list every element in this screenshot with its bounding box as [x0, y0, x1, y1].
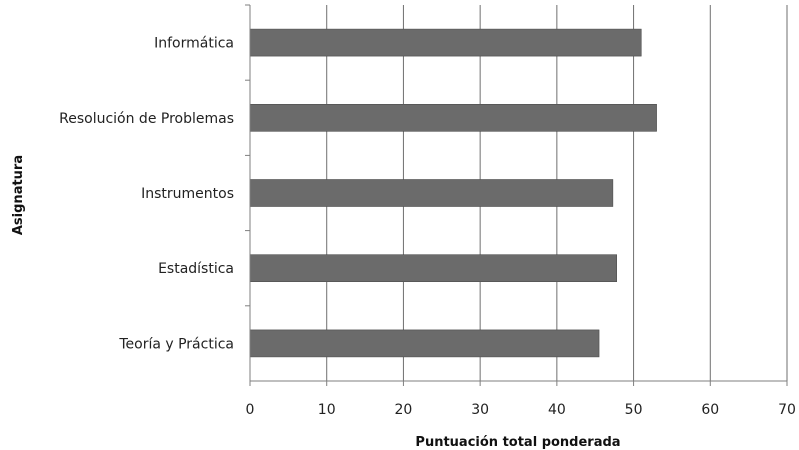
category-label: Instrumentos — [141, 186, 234, 202]
bar — [249, 254, 617, 282]
category-label: Teoría y Práctica — [118, 336, 234, 352]
category-label: Resolución de Problemas — [59, 111, 234, 127]
x-tick-label: 0 — [246, 402, 255, 418]
bar — [249, 104, 657, 132]
x-tick-label: 10 — [318, 402, 336, 418]
x-tick-label: 20 — [395, 402, 413, 418]
x-tick-labels: 0 10 20 30 40 50 60 70 — [246, 402, 796, 418]
x-axis-title: Puntuación total ponderada — [415, 435, 620, 450]
axes — [249, 5, 787, 382]
x-tick-label: 50 — [625, 402, 643, 418]
bar — [249, 28, 642, 57]
x-tick-label: 30 — [471, 402, 489, 418]
x-tick-label: 60 — [701, 402, 719, 418]
category-labels: Informática Resolución de Problemas Instru… — [59, 36, 234, 353]
bars — [249, 28, 657, 358]
x-tick-label: 40 — [548, 402, 566, 418]
category-label: Informática — [154, 36, 234, 52]
x-tick-label: 70 — [778, 402, 796, 418]
bar — [249, 329, 600, 358]
y-axis-title: Asignatura — [11, 155, 26, 235]
category-label: Estadística — [158, 261, 234, 277]
bar — [249, 179, 614, 207]
